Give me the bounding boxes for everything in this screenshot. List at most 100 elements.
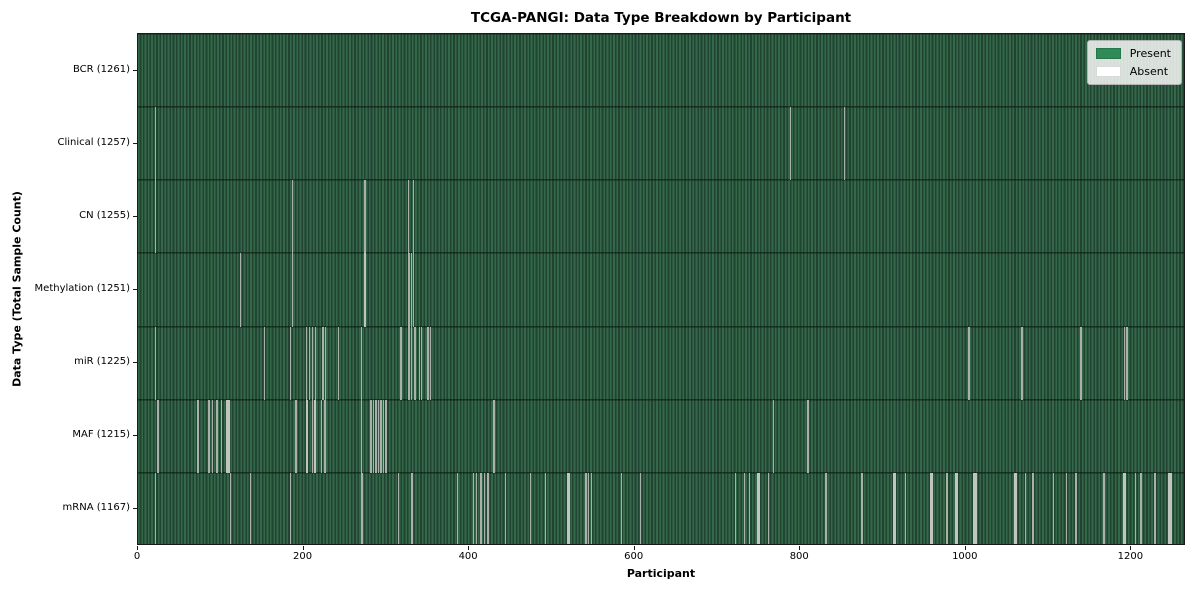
absent-gap <box>929 472 933 544</box>
x-tick-label: 1000 <box>952 551 978 562</box>
absent-gap <box>263 326 265 400</box>
absent-gap <box>734 472 737 544</box>
absent-gap <box>290 472 292 544</box>
absent-gap <box>1074 472 1077 544</box>
absent-gap <box>294 399 297 473</box>
absent-gap <box>1154 472 1156 544</box>
absent-gap <box>620 472 623 544</box>
absent-gap <box>154 326 156 400</box>
absent-gap <box>413 326 416 400</box>
absent-gap <box>364 180 367 254</box>
absent-gap <box>249 472 252 544</box>
absent-gap <box>807 399 809 473</box>
absent-gap <box>399 326 402 400</box>
absent-gap <box>321 399 323 473</box>
row-mir <box>138 326 1184 400</box>
absent-gap <box>408 180 410 254</box>
absent-gap <box>291 253 294 327</box>
absent-gap <box>584 472 587 544</box>
absent-gap <box>309 326 311 400</box>
legend: Present Absent <box>1086 40 1182 85</box>
y-tick-label: Clinical (1257) <box>57 136 131 148</box>
y-tick-mark <box>133 289 137 290</box>
absent-gap <box>411 253 413 327</box>
absent-gap <box>487 472 490 544</box>
absent-gap <box>768 472 770 544</box>
x-tick-mark <box>468 546 470 550</box>
absent-gap <box>370 399 372 473</box>
absent-gap <box>413 180 415 254</box>
absent-gap <box>430 326 432 400</box>
absent-gap <box>398 472 400 544</box>
y-tick-mark <box>133 69 137 71</box>
absent-gap <box>305 326 308 400</box>
absent-gap <box>155 180 157 254</box>
absent-gap <box>411 326 413 400</box>
absent-gap <box>305 399 309 473</box>
absent-gap <box>1140 472 1142 544</box>
legend-swatch-present <box>1095 48 1121 59</box>
absent-gap <box>1079 326 1082 400</box>
absent-gap <box>324 326 326 400</box>
absent-gap <box>208 399 210 473</box>
absent-gap <box>229 472 231 544</box>
y-tick-label: CN (1255) <box>79 209 130 221</box>
absent-gap <box>529 472 532 544</box>
absent-gap <box>1052 472 1055 544</box>
y-tick-label: miR (1225) <box>74 356 130 368</box>
absent-gap <box>216 399 219 473</box>
absent-gap <box>904 472 906 544</box>
legend-item: Present <box>1095 47 1171 60</box>
absent-gap <box>411 472 414 544</box>
absent-gap <box>323 399 326 473</box>
absent-gap <box>860 472 863 544</box>
absent-gap <box>361 326 363 400</box>
absent-gap <box>588 472 590 544</box>
y-tick-mark <box>133 508 137 510</box>
absent-gap <box>1122 472 1127 544</box>
absent-gap <box>1103 472 1105 544</box>
plot-area: Present Absent <box>137 33 1185 545</box>
y-tick-label: MAF (1215) <box>72 429 130 441</box>
absent-gap <box>1021 326 1023 400</box>
legend-swatch-absent <box>1095 66 1121 77</box>
y-tick-label: mRNA (1167) <box>62 502 130 514</box>
absent-gap <box>545 472 547 544</box>
absent-gap <box>743 472 745 544</box>
row-cn <box>138 180 1184 254</box>
absent-gap <box>1013 472 1018 544</box>
absent-gap <box>1126 326 1128 400</box>
y-tick-mark <box>133 142 137 144</box>
absent-gap <box>475 472 477 544</box>
absent-gap <box>408 326 410 400</box>
row-clinical <box>138 107 1184 181</box>
absent-gap <box>427 326 429 400</box>
absent-gap <box>748 472 751 544</box>
x-axis-label: Participant <box>626 567 696 580</box>
absent-gap <box>291 180 293 254</box>
absent-gap <box>225 399 230 473</box>
row-methylation <box>138 253 1184 327</box>
absent-gap <box>380 399 382 473</box>
absent-gap <box>480 472 482 544</box>
x-tick-mark <box>964 546 966 550</box>
absent-gap <box>456 472 458 544</box>
x-tick-mark <box>137 546 138 550</box>
absent-gap <box>756 472 761 544</box>
x-tick-label: 1200 <box>1117 551 1144 562</box>
absent-gap <box>493 399 495 473</box>
y-tick-mark <box>133 215 137 217</box>
row-bcr <box>138 34 1184 108</box>
x-tick-mark <box>633 546 635 550</box>
absent-gap <box>361 399 363 473</box>
x-tick-mark <box>1130 546 1132 550</box>
absent-gap <box>154 472 156 544</box>
absent-gap <box>408 253 410 327</box>
absent-gap <box>504 472 506 544</box>
x-tick-label: 0 <box>133 551 141 562</box>
absent-gap <box>313 399 317 473</box>
x-tick-label: 400 <box>458 551 478 562</box>
absent-gap <box>946 472 948 544</box>
absent-gap <box>311 399 313 473</box>
